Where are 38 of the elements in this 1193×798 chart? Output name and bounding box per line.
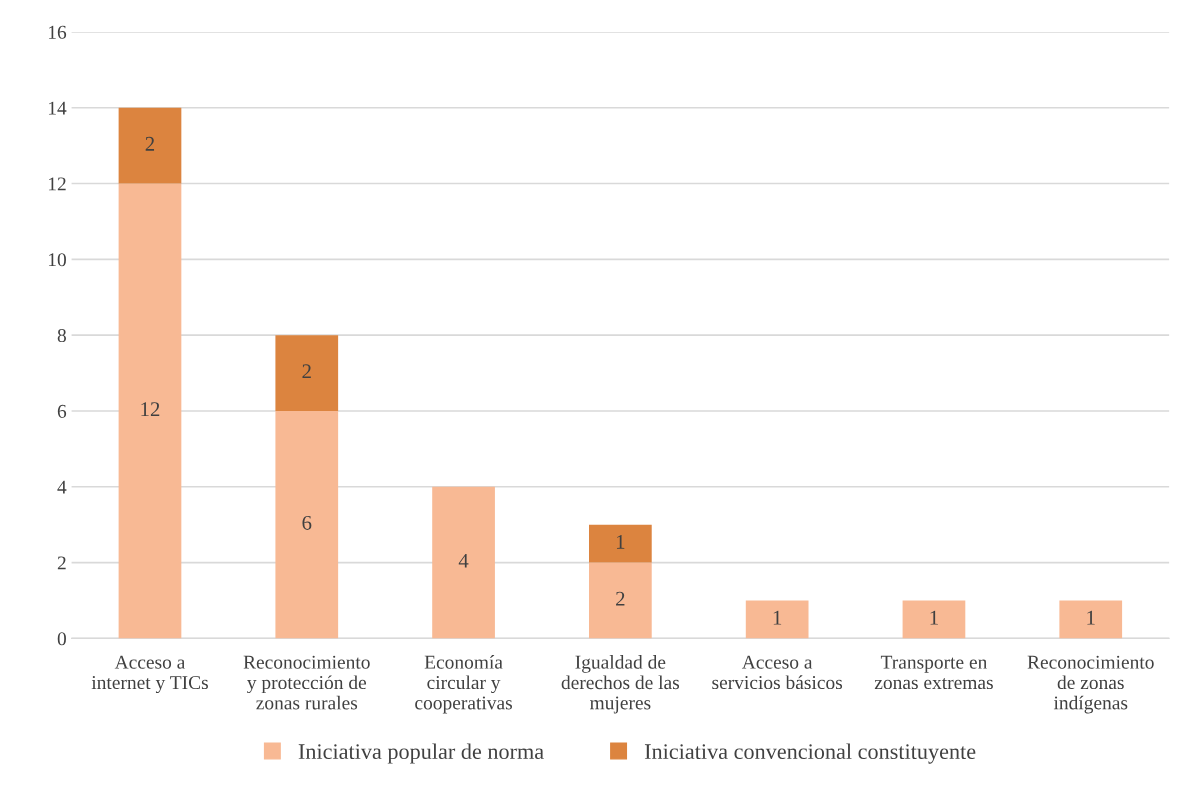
data-label: 1 — [616, 534, 625, 549]
data-label: 1 — [930, 610, 938, 625]
y-tick-label: 4 — [57, 480, 67, 494]
bar — [432, 486, 495, 639]
data-label: 2 — [145, 136, 155, 151]
bar — [589, 524, 652, 563]
bar — [275, 410, 339, 639]
y-tick-label: 14 — [48, 101, 67, 115]
x-tick-label: Acceso a internet y TICs — [91, 655, 208, 694]
bar — [745, 600, 809, 639]
y-tick-label: 6 — [57, 404, 67, 418]
bar — [275, 335, 339, 411]
data-label: 1 — [773, 610, 782, 625]
x-tick-label: Reconocimiento y protección de zonas rurales — [243, 655, 370, 710]
y-tick-label: 2 — [57, 556, 66, 570]
bar — [118, 107, 182, 184]
x-tick-label: Economía circular y cooperativas — [415, 655, 512, 714]
data-label: 4 — [458, 553, 469, 568]
bar — [589, 562, 652, 639]
legend-label: Iniciativa convencional constituyente — [644, 743, 976, 764]
bar — [902, 600, 966, 639]
bar — [118, 183, 182, 639]
y-tick-label: 16 — [48, 25, 67, 39]
bar — [1059, 600, 1123, 639]
y-tick-label: 8 — [57, 328, 66, 343]
legend-label: Iniciativa popular de norma — [298, 743, 544, 764]
y-tick-label: 10 — [48, 253, 66, 267]
y-tick-label: 12 — [48, 177, 66, 191]
x-tick-label: Acceso a servicios básicos — [712, 655, 843, 690]
x-tick-label: Igualdad de derechos de las mujeres — [561, 655, 680, 714]
data-label: 6 — [302, 515, 312, 530]
data-label: 1 — [1087, 610, 1095, 625]
data-label: 2 — [616, 591, 625, 606]
data-label: 2 — [302, 364, 311, 379]
x-tick-label: Transporte en zonas extremas — [874, 655, 993, 690]
data-label: 12 — [141, 402, 160, 416]
y-tick-label: 0 — [57, 632, 66, 646]
x-tick-label: Reconocimiento de zonas indígenas — [1027, 655, 1154, 714]
